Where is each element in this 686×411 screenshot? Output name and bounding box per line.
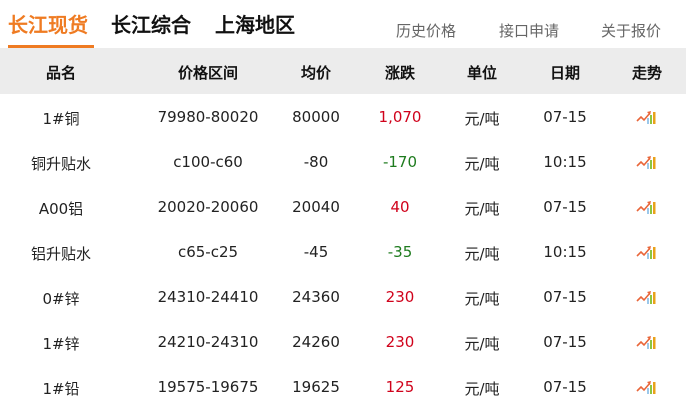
- price-change: 1,070: [378, 108, 422, 126]
- about-price-link[interactable]: 关于报价: [601, 22, 662, 40]
- col-unit: 单位: [466, 64, 498, 82]
- price-range: 19575-19675: [157, 378, 259, 396]
- date: 07-15: [543, 378, 587, 396]
- product-name: 1#铜: [42, 110, 80, 128]
- table-row: 铜升贴水 c100-c60 -80 -170 元/吨 10:15: [0, 140, 686, 185]
- unit: 元/吨: [464, 335, 500, 353]
- api-apply-link[interactable]: 接口申请: [499, 22, 560, 40]
- unit: 元/吨: [464, 290, 500, 308]
- trend-up-icon[interactable]: [636, 289, 658, 304]
- trend-up-icon[interactable]: [636, 109, 658, 124]
- price-change: -35: [387, 243, 413, 261]
- product-name: 1#铅: [42, 380, 80, 398]
- trend-up-icon[interactable]: [636, 379, 658, 394]
- price-range: c65-c25: [177, 243, 239, 261]
- avg-price: 80000: [292, 108, 340, 126]
- price-range: 24210-24310: [157, 333, 259, 351]
- col-date: 日期: [549, 64, 581, 82]
- unit: 元/吨: [464, 110, 500, 128]
- avg-price: 24360: [292, 288, 340, 306]
- avg-price: -80: [303, 153, 329, 171]
- col-range: 价格区间: [177, 64, 239, 82]
- active-tab-indicator: [8, 45, 94, 48]
- product-name: A00铝: [38, 200, 84, 218]
- product-name: 1#锌: [42, 335, 80, 353]
- avg-price: 24260: [292, 333, 340, 351]
- avg-price: 19625: [292, 378, 340, 396]
- trend-up-icon[interactable]: [636, 199, 658, 214]
- price-range: c100-c60: [173, 153, 243, 171]
- trend-up-icon[interactable]: [636, 334, 658, 349]
- table-header: 品名 价格区间 均价 涨跌 单位 日期 走势: [0, 48, 686, 94]
- unit: 元/吨: [464, 245, 500, 263]
- tab-shanghai[interactable]: 上海地区: [215, 13, 295, 37]
- price-range: 20020-20060: [157, 198, 259, 216]
- avg-price: 20040: [292, 198, 340, 216]
- trend-up-icon[interactable]: [636, 244, 658, 259]
- price-change: 230: [385, 333, 415, 351]
- table-row: 铝升贴水 c65-c25 -45 -35 元/吨 10:15: [0, 230, 686, 275]
- unit: 元/吨: [464, 380, 500, 398]
- unit: 元/吨: [464, 155, 500, 173]
- table-row: 1#锌 24210-24310 24260 230 元/吨 07-15: [0, 320, 686, 365]
- header: 长江现货 长江综合 上海地区 历史价格 接口申请 关于报价: [0, 0, 686, 48]
- product-name: 0#锌: [42, 290, 80, 308]
- date: 07-15: [543, 198, 587, 216]
- col-avg: 均价: [300, 64, 332, 82]
- table-row: 0#锌 24310-24410 24360 230 元/吨 07-15: [0, 275, 686, 320]
- tab-changjiang-composite[interactable]: 长江综合: [111, 13, 191, 37]
- trend-up-icon[interactable]: [636, 154, 658, 169]
- tab-changjiang-spot[interactable]: 长江现货: [8, 13, 88, 37]
- col-name: 品名: [45, 64, 77, 82]
- date: 07-15: [543, 333, 587, 351]
- unit: 元/吨: [464, 200, 500, 218]
- table-row: 1#铅 19575-19675 19625 125 元/吨 07-15: [0, 365, 686, 410]
- product-name: 铜升贴水: [30, 155, 92, 173]
- table-row: 1#铜 79980-80020 80000 1,070 元/吨 07-15: [0, 95, 686, 140]
- price-change: -170: [382, 153, 418, 171]
- table-row: A00铝 20020-20060 20040 40 元/吨 07-15: [0, 185, 686, 230]
- price-range: 24310-24410: [157, 288, 259, 306]
- price-change: 40: [390, 198, 410, 216]
- avg-price: -45: [303, 243, 329, 261]
- price-range: 79980-80020: [157, 108, 259, 126]
- product-name: 铝升贴水: [30, 245, 92, 263]
- date: 07-15: [543, 108, 587, 126]
- price-change: 230: [385, 288, 415, 306]
- date: 07-15: [543, 288, 587, 306]
- date: 10:15: [543, 243, 587, 261]
- price-change: 125: [385, 378, 415, 396]
- date: 10:15: [543, 153, 587, 171]
- history-price-link[interactable]: 历史价格: [396, 22, 457, 40]
- col-change: 涨跌: [384, 64, 416, 82]
- col-trend: 走势: [631, 64, 663, 82]
